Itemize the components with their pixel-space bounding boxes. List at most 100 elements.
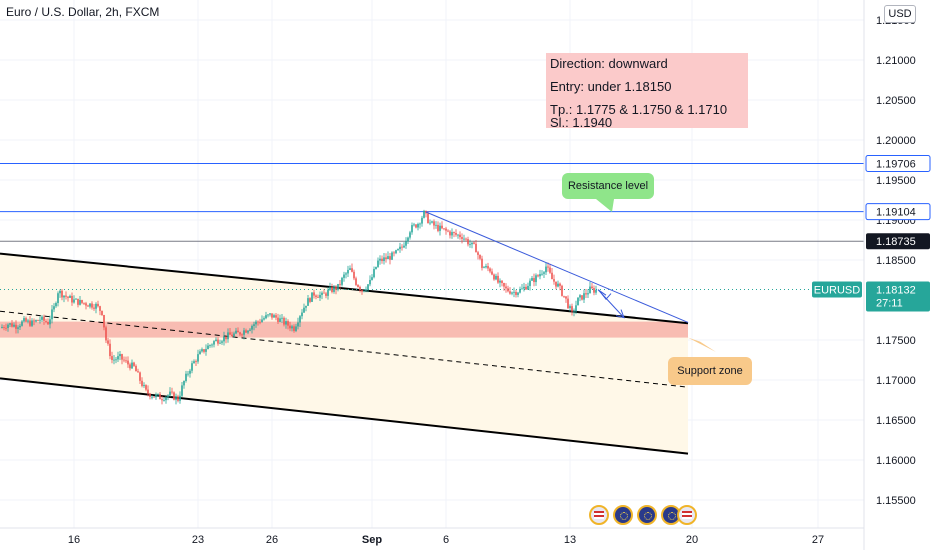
- candle-body: [83, 302, 85, 304]
- candle-body: [529, 280, 531, 286]
- candle-body: [353, 271, 355, 279]
- y-tick-label: 1.16500: [876, 415, 916, 427]
- candle-body: [439, 225, 441, 231]
- candle-body: [587, 293, 589, 295]
- candle-body: [463, 238, 465, 240]
- candle-body: [119, 354, 121, 357]
- candle-body: [117, 356, 119, 360]
- candle-body: [197, 354, 199, 362]
- candle-body: [409, 232, 411, 238]
- candle-body: [541, 273, 543, 275]
- candle-body: [23, 318, 25, 322]
- candle-body: [101, 310, 103, 316]
- candle-body: [133, 362, 135, 366]
- candle-body: [515, 291, 517, 295]
- candle-body: [79, 300, 81, 305]
- candle-body: [557, 283, 559, 287]
- candle-body: [421, 217, 423, 224]
- candle-body: [431, 221, 433, 223]
- candle-body: [349, 268, 351, 270]
- candle-body: [59, 290, 61, 294]
- candle-body: [513, 291, 515, 293]
- candle-body: [201, 349, 203, 352]
- support-label[interactable]: Support zone: [668, 357, 752, 385]
- candle-body: [241, 334, 243, 336]
- candle-body: [367, 284, 369, 290]
- candle-body: [61, 290, 63, 298]
- candle-body: [375, 266, 377, 270]
- candle-body: [19, 325, 21, 328]
- candle-body: [505, 286, 507, 289]
- candle-body: [403, 245, 405, 248]
- candle-body: [581, 295, 583, 300]
- eu-event-icon[interactable]: [637, 505, 657, 525]
- candle-body: [535, 275, 537, 283]
- direction-text: Direction: downward: [550, 56, 668, 71]
- candle-body: [497, 275, 499, 283]
- candle-body: [159, 393, 161, 400]
- trade-info-box[interactable]: Direction: downward Entry: under 1.18150…: [546, 53, 748, 130]
- us-event-icon[interactable]: [589, 505, 609, 525]
- candle-body: [369, 279, 371, 285]
- candle-body: [145, 385, 147, 390]
- candle-body: [381, 258, 383, 262]
- candle-body: [253, 324, 255, 327]
- candle-body: [293, 326, 295, 331]
- current-price-tag-bg: [866, 281, 930, 312]
- candle-body: [405, 241, 407, 246]
- candle-body: [137, 371, 139, 373]
- candle-body: [165, 397, 167, 401]
- candle-body: [115, 359, 117, 361]
- symbol-tag: EURUSD: [814, 284, 861, 296]
- candle-body: [1, 327, 3, 328]
- candle-body: [545, 266, 547, 273]
- candle-body: [63, 295, 65, 298]
- candle-body: [141, 380, 143, 386]
- candle-body: [287, 321, 289, 326]
- candle-body: [233, 333, 235, 337]
- candle-body: [209, 345, 211, 346]
- candle-body: [295, 326, 297, 331]
- candle-body: [123, 359, 125, 361]
- us-event-icon[interactable]: [677, 505, 697, 525]
- y-tick-label: 1.20000: [876, 135, 916, 147]
- candle-body: [99, 306, 101, 311]
- candle-body: [9, 323, 11, 325]
- price-tag-2: 1.19104: [876, 207, 916, 219]
- candle-body: [153, 396, 155, 398]
- candle-body: [65, 295, 67, 297]
- candle-body: [45, 320, 47, 322]
- y-tick-label: 1.18500: [876, 255, 916, 267]
- candle-body: [413, 224, 415, 226]
- candle-body: [307, 298, 309, 306]
- candle-body: [155, 394, 157, 398]
- candle-body: [203, 349, 205, 352]
- candle-body: [191, 363, 193, 371]
- candle-body: [449, 231, 451, 236]
- candle-body: [229, 332, 231, 335]
- candle-body: [373, 269, 375, 278]
- candle-body: [485, 266, 487, 268]
- candle-body: [143, 385, 145, 386]
- candle-body: [3, 327, 5, 328]
- eu-event-icon[interactable]: [613, 505, 633, 525]
- candle-body: [71, 295, 73, 303]
- candle-body: [371, 277, 373, 280]
- candle-body: [283, 317, 285, 325]
- candle-body: [303, 307, 305, 313]
- candle-body: [459, 234, 461, 238]
- currency-button[interactable]: USD: [884, 5, 916, 23]
- candle-body: [491, 271, 493, 275]
- candle-body: [495, 275, 497, 280]
- candle-body: [263, 318, 265, 320]
- candle-body: [351, 268, 353, 272]
- resistance-label[interactable]: Resistance level: [562, 173, 654, 199]
- projection-arrowhead: [599, 291, 612, 300]
- candle-body: [441, 225, 443, 229]
- candle-body: [67, 296, 69, 298]
- candle-body: [457, 234, 459, 236]
- candle-body: [333, 286, 335, 292]
- candle-body: [363, 290, 365, 292]
- x-tick-label: Sep: [362, 534, 382, 546]
